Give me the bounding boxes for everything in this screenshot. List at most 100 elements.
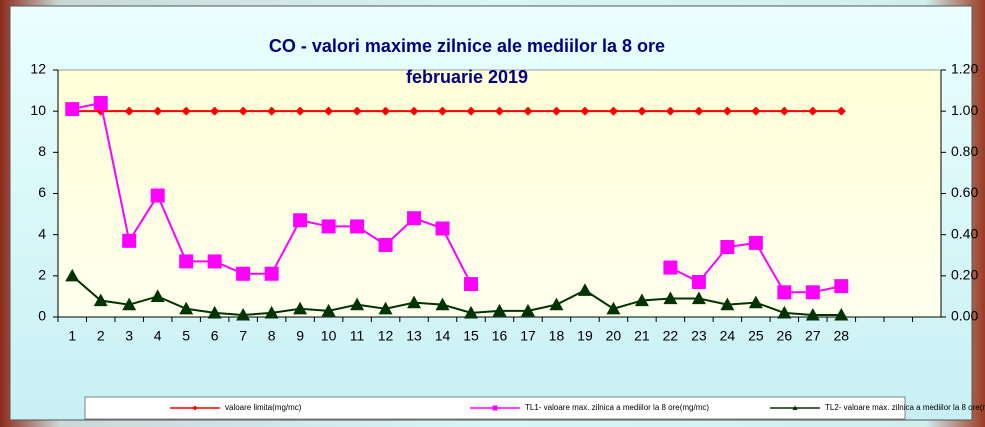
marker [407, 295, 422, 309]
marker [179, 301, 194, 315]
marker [779, 106, 789, 116]
x-tick-label: 17 [520, 328, 536, 344]
y-tick-label: 0 [38, 308, 46, 324]
marker [435, 297, 450, 311]
x-tick-label: 12 [378, 328, 394, 344]
marker [748, 295, 763, 309]
marker [720, 297, 735, 311]
marker [665, 106, 675, 116]
marker [65, 268, 80, 282]
marker [153, 106, 163, 116]
marker [378, 301, 393, 315]
x-tick-label: 21 [634, 328, 650, 344]
marker [179, 254, 194, 269]
marker [293, 301, 308, 315]
marker [464, 277, 479, 292]
x-tick-label: 23 [691, 328, 707, 344]
y-tick-label: 4 [38, 225, 46, 241]
marker [238, 106, 248, 116]
marker [150, 289, 165, 303]
marker [580, 106, 590, 116]
x-tick-label: 13 [406, 328, 422, 344]
marker [694, 106, 704, 116]
legend-label: TL1- valoare max. zilnica a mediilor la … [525, 403, 709, 412]
marker [381, 106, 391, 116]
x-tick-label: 16 [492, 328, 508, 344]
marker [435, 221, 450, 236]
x-tick-label: 3 [125, 328, 133, 344]
marker [663, 260, 678, 275]
marker [236, 266, 251, 281]
marker [637, 106, 647, 116]
marker [606, 301, 621, 315]
marker [192, 405, 198, 411]
marker [836, 106, 846, 116]
marker [792, 405, 798, 410]
marker [608, 106, 618, 116]
marker [492, 303, 507, 317]
y-tick-label: 10 [30, 102, 46, 118]
x-tick-label: 22 [663, 328, 679, 344]
marker [350, 219, 365, 234]
chart-subtitle: februarie 2019 [406, 67, 528, 87]
marker [181, 106, 191, 116]
marker [409, 106, 419, 116]
marker [805, 285, 820, 300]
marker [350, 297, 365, 311]
marker [720, 240, 735, 255]
y-tick-label: 12 [30, 61, 46, 77]
x-tick-label: 26 [777, 328, 793, 344]
marker [321, 219, 336, 234]
legend-label: valoare limita(mg/mc) [225, 403, 302, 412]
marker [492, 405, 498, 411]
marker [295, 106, 305, 116]
x-tick-label: 28 [834, 328, 850, 344]
marker [93, 95, 108, 110]
marker [207, 305, 222, 319]
marker [122, 233, 137, 248]
marker [150, 188, 165, 203]
marker [324, 106, 334, 116]
x-tick-label: 14 [435, 328, 451, 344]
marker [691, 275, 706, 290]
x-tick-label: 19 [577, 328, 593, 344]
y2-tick-label: 1.00 [951, 102, 978, 118]
marker [520, 303, 535, 317]
marker [122, 297, 137, 311]
y-tick-label: 2 [38, 267, 46, 283]
marker [777, 305, 792, 319]
x-tick-label: 7 [239, 328, 247, 344]
series-line [71, 275, 842, 316]
x-tick-label: 2 [97, 328, 105, 344]
marker [691, 291, 706, 305]
marker [267, 106, 277, 116]
x-tick-label: 18 [549, 328, 565, 344]
marker [207, 254, 222, 269]
legend-label: TL2- valoare max. zilnica a mediilor la … [825, 403, 985, 412]
marker [634, 293, 649, 307]
marker [124, 106, 134, 116]
x-tick-label: 15 [463, 328, 479, 344]
marker [93, 293, 108, 307]
marker [549, 297, 564, 311]
y2-tick-label: 0.00 [951, 308, 978, 324]
marker [777, 285, 792, 300]
marker [264, 305, 279, 319]
marker [321, 303, 336, 317]
marker [834, 307, 849, 321]
marker [808, 106, 818, 116]
marker [722, 106, 732, 116]
y2-tick-label: 0.60 [951, 184, 978, 200]
marker [264, 266, 279, 281]
x-tick-label: 24 [720, 328, 736, 344]
x-tick-label: 9 [296, 328, 304, 344]
marker [834, 279, 849, 294]
marker [438, 106, 448, 116]
marker [293, 213, 308, 228]
x-tick-label: 20 [606, 328, 622, 344]
marker [805, 307, 820, 321]
y-tick-label: 8 [38, 143, 46, 159]
y2-tick-label: 0.40 [951, 225, 978, 241]
